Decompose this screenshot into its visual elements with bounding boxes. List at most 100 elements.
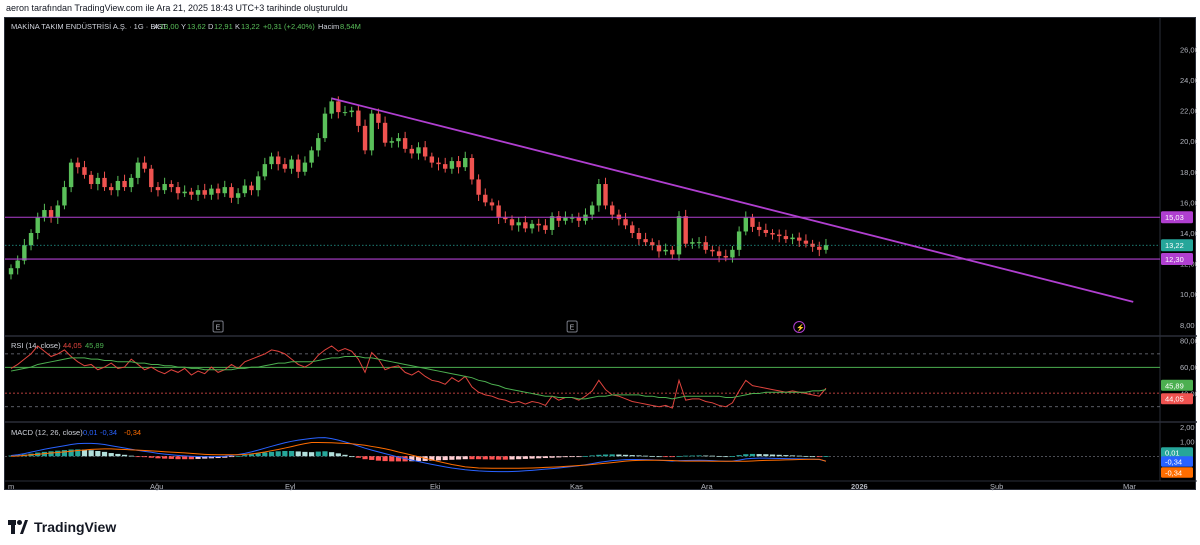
- candle-body: [596, 184, 602, 206]
- macd-histogram-bar: [522, 456, 528, 459]
- price-tick-label: 18,00: [1180, 168, 1197, 177]
- axes: m Ağu Eyl Eki Kas Ara 2026 Şub Mar: [8, 482, 1136, 491]
- candle-body: [296, 159, 301, 172]
- time-axis-label: Ağu: [150, 482, 163, 491]
- candle-body: [95, 177, 101, 185]
- macd-histogram-bar: [496, 456, 502, 460]
- candle-body: [42, 210, 47, 218]
- macd-histogram-bar: [823, 456, 829, 457]
- candle-body: [215, 188, 221, 194]
- candle-body: [756, 226, 762, 230]
- candle-body: [115, 180, 121, 191]
- candle-body: [122, 180, 127, 188]
- candle-body: [68, 162, 74, 188]
- candle-body: [209, 188, 214, 195]
- candle-body: [536, 223, 541, 226]
- macd-histogram-bar: [756, 454, 762, 457]
- candle-body: [569, 217, 575, 219]
- candle-body: [736, 231, 742, 250]
- candle-body: [803, 240, 809, 244]
- candle-body: [549, 216, 555, 230]
- macd-histogram-bar: [602, 454, 609, 457]
- candle-body: [342, 112, 348, 114]
- macd-histogram-bar: [175, 456, 181, 460]
- open-label: A: [154, 22, 159, 31]
- price-chart-svg[interactable]: MAKİNA TAKIM ENDÜSTRİSİ A.Ş. · 1G · BIST…: [5, 18, 1199, 491]
- earnings-marker-icon: [566, 320, 578, 333]
- rsi-legend: RSI (14, close) 44,05 45,89: [11, 341, 104, 350]
- candle-body: [783, 236, 789, 240]
- panel-separators: [5, 18, 1197, 482]
- macd-histogram-bar: [796, 455, 802, 457]
- macd-histogram-bar: [769, 454, 776, 457]
- candle-body: [797, 237, 802, 241]
- price-panel[interactable]: 26,0024,0022,0020,0018,0016,0014,0012,00…: [5, 45, 1199, 333]
- macd-histogram-bar: [121, 454, 128, 457]
- candle-body: [696, 242, 702, 244]
- macd-histogram-bar: [142, 456, 148, 458]
- candle-body: [563, 217, 568, 221]
- rsi-line: [10, 345, 827, 409]
- time-axis-label: Eyl: [285, 482, 296, 491]
- rsi-tick-label: 60,00: [1180, 363, 1197, 372]
- candle-body: [135, 162, 141, 178]
- candle-body: [396, 138, 401, 142]
- candle-body: [456, 161, 461, 168]
- macd-histogram-bar: [676, 455, 682, 457]
- macd-histogram-bar: [582, 455, 589, 457]
- macd-histogram-bar: [68, 449, 74, 457]
- macd-histogram-bar: [576, 456, 582, 458]
- macd-histogram-bar: [288, 450, 295, 457]
- macd-histogram-bar: [482, 456, 488, 460]
- macd-histogram-bar: [382, 456, 388, 462]
- dividend-marker-icon: [793, 321, 806, 333]
- macd-histogram-bar: [649, 455, 655, 457]
- candle-body: [229, 187, 234, 198]
- macd-histogram-bar: [95, 450, 101, 457]
- price-tick-label: 22,00: [1180, 107, 1197, 116]
- candle-body: [35, 217, 40, 233]
- price-tick-label: 20,00: [1180, 137, 1197, 146]
- macd-histogram-bar: [315, 451, 321, 457]
- candle-body: [202, 190, 207, 195]
- macd-panel[interactable]: 2,001,000,01-0,34-0,34: [5, 423, 1195, 478]
- candle-body: [302, 162, 308, 172]
- macd-histogram-bar: [168, 456, 174, 459]
- candle-body: [623, 219, 628, 226]
- candle-body: [723, 255, 728, 258]
- candle-body: [422, 147, 428, 157]
- candle-body: [316, 138, 321, 151]
- macd-histogram-bar: [729, 456, 736, 457]
- rsi-ma-value-label: 45,89: [1165, 381, 1184, 390]
- price-tick-label: 8,00: [1180, 321, 1195, 330]
- candle-body: [576, 217, 581, 221]
- candle-body: [610, 205, 615, 215]
- macd-legend-signal: -0,34: [124, 428, 141, 437]
- high-value: 13,62: [187, 22, 206, 31]
- macd-histogram-bar: [415, 456, 422, 462]
- candle-body: [356, 110, 361, 126]
- macd-histogram-bar: [195, 456, 201, 459]
- horizontal-level-tag: [1161, 253, 1193, 266]
- macd-histogram-bar: [622, 454, 629, 457]
- macd-value-label: -0,34: [1165, 468, 1182, 477]
- candle-body: [770, 233, 775, 235]
- macd-histogram-bar: [609, 454, 615, 457]
- candle-body: [449, 161, 455, 169]
- candle-body: [336, 101, 341, 113]
- candle-body: [810, 243, 815, 247]
- macd-histogram-bar: [449, 456, 455, 460]
- tradingview-brand: TradingView: [34, 519, 117, 535]
- macd-histogram-bar: [108, 453, 114, 457]
- macd-histogram-bar: [202, 456, 208, 459]
- candle-body: [529, 223, 535, 229]
- macd-histogram-bar: [295, 451, 301, 457]
- low-value: 12,91: [214, 22, 233, 31]
- macd-histogram-bar: [569, 456, 575, 458]
- macd-value-tag: [1161, 467, 1193, 478]
- earnings-marker-label: E: [216, 325, 221, 332]
- chart-container[interactable]: MAKİNA TAKIM ENDÜSTRİSİ A.Ş. · 1G · BIST…: [4, 17, 1199, 491]
- low-label: D: [208, 22, 214, 31]
- macd-value-label: 0,01: [1165, 448, 1180, 457]
